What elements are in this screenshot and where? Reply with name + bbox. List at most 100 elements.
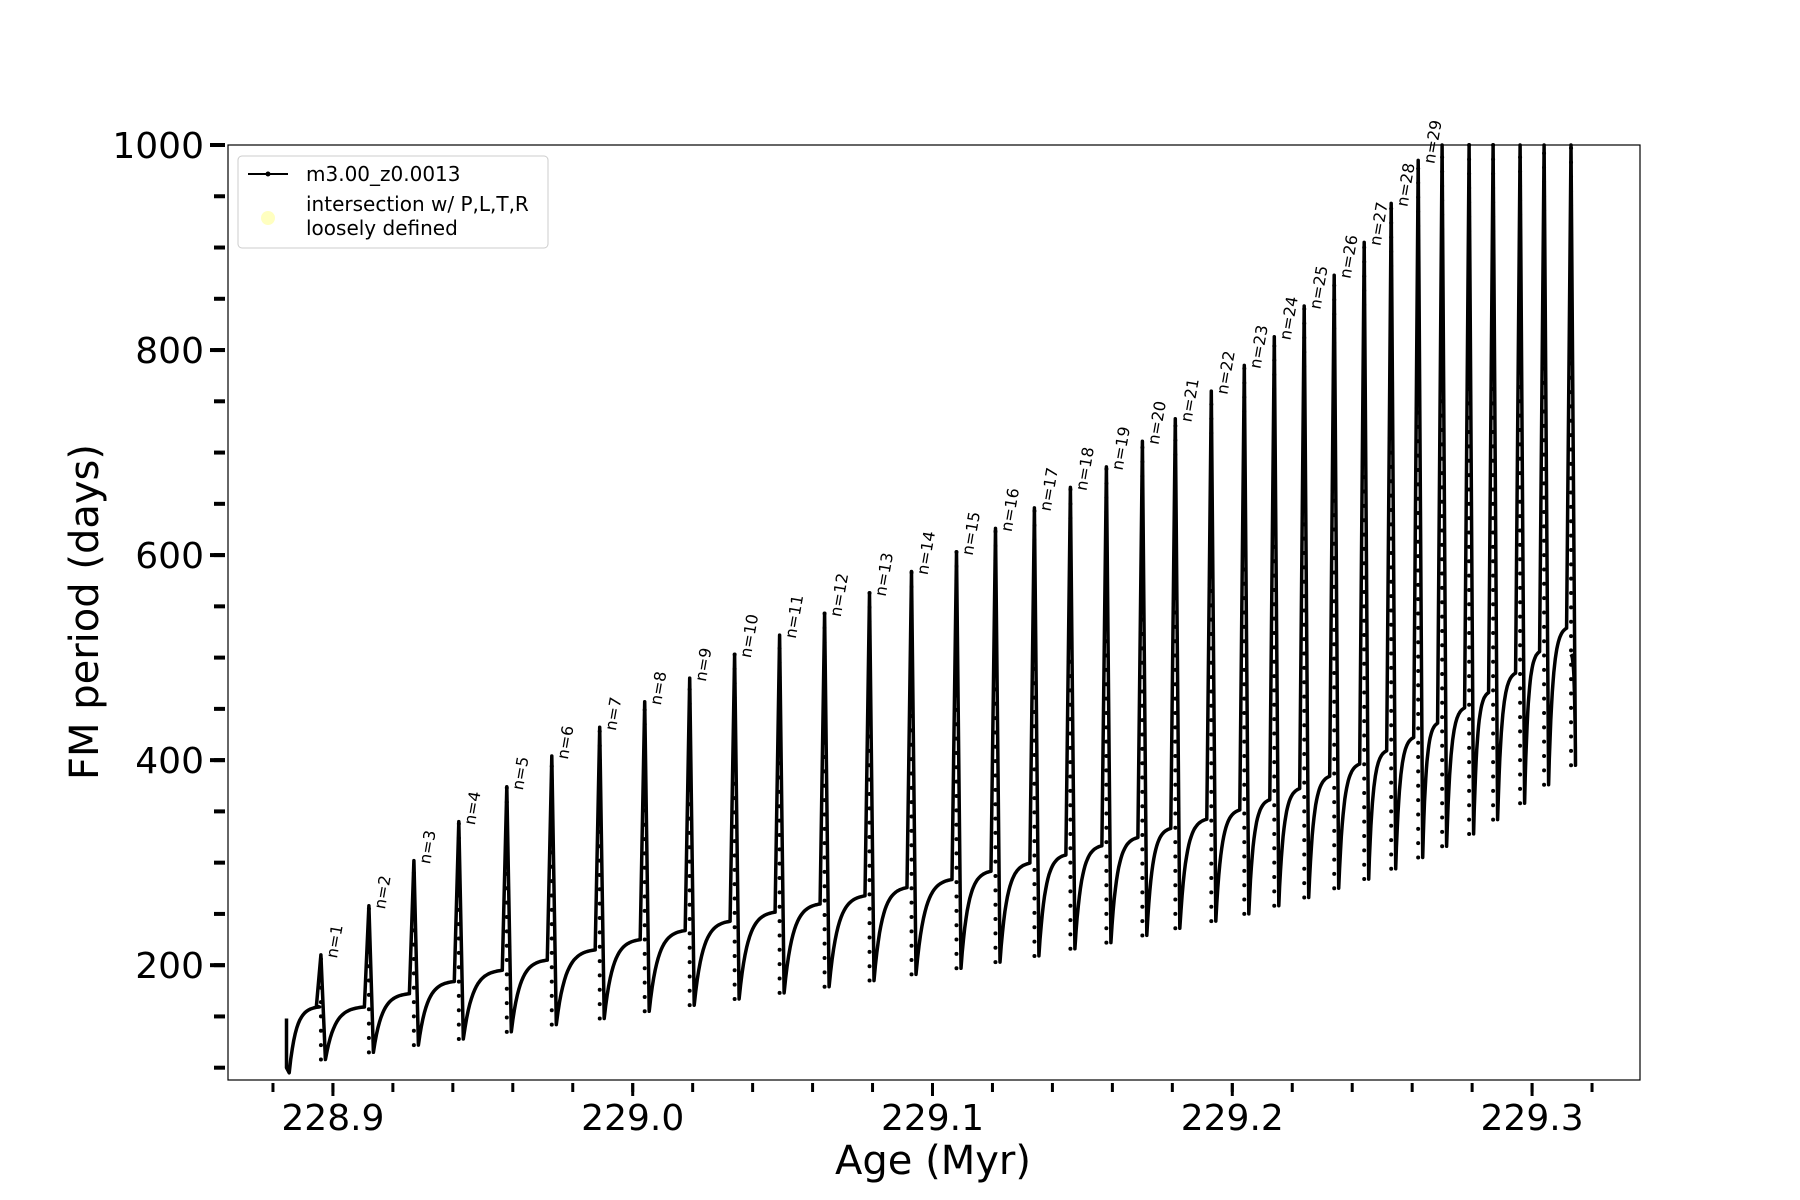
series-point: [1242, 840, 1247, 845]
y-tick-label: 400: [135, 741, 204, 782]
series-point: [1389, 665, 1394, 670]
series-point: [867, 705, 872, 710]
series-point: [1542, 553, 1547, 558]
series-point: [1467, 315, 1472, 320]
series-point: [1416, 367, 1421, 372]
series-point: [993, 586, 998, 591]
series-point: [1362, 475, 1367, 480]
series-point: [1542, 280, 1547, 285]
series-point: [1302, 895, 1307, 900]
series-point: [642, 994, 647, 999]
series-point: [1389, 220, 1394, 225]
series-point: [687, 845, 692, 850]
series-point: [687, 830, 692, 835]
series-point: [1416, 195, 1421, 200]
series-point: [1302, 393, 1307, 398]
series-point: [1362, 489, 1367, 494]
series-point: [1491, 157, 1496, 162]
series-point: [1440, 657, 1445, 662]
series-point: [1209, 919, 1214, 924]
series-point: [1518, 471, 1523, 476]
pulse-label: n=18: [1072, 446, 1098, 493]
series-point: [822, 898, 827, 903]
series-point: [642, 808, 647, 813]
series-point: [1302, 436, 1307, 441]
series-point: [1362, 790, 1367, 795]
series-point: [1440, 270, 1445, 275]
series-point: [1332, 326, 1337, 331]
series-point: [1518, 600, 1523, 605]
series-point: [954, 837, 959, 842]
series-point: [1416, 841, 1421, 846]
pulse-label: n=16: [997, 487, 1023, 534]
series-point: [1440, 241, 1445, 246]
series-point: [1416, 625, 1421, 630]
pulse-label: n=26: [1335, 233, 1361, 280]
series-point: [1416, 252, 1421, 257]
series-point: [456, 1008, 461, 1013]
series-point: [993, 615, 998, 620]
series-point: [1302, 565, 1307, 570]
series-point: [597, 930, 602, 935]
series-point: [411, 1043, 416, 1048]
series-point: [1542, 208, 1547, 213]
series-point: [1542, 782, 1547, 787]
series-point: [1389, 708, 1394, 713]
series-point: [1140, 789, 1145, 794]
series-point: [1140, 545, 1145, 550]
series-point: [993, 759, 998, 764]
series-point: [1440, 585, 1445, 590]
series-point: [318, 985, 323, 990]
series-point: [1362, 690, 1367, 695]
series-point: [1569, 160, 1574, 165]
series-point: [1068, 544, 1073, 549]
series-point: [909, 785, 914, 790]
series-point: [1362, 747, 1367, 752]
series-point: [1104, 524, 1109, 529]
series-point: [687, 902, 692, 907]
series-point: [1389, 450, 1394, 455]
series-point: [1104, 667, 1109, 672]
series-point: [1272, 487, 1277, 492]
series-point: [1362, 288, 1367, 293]
series-point: [1332, 871, 1337, 876]
series-point: [1173, 811, 1178, 816]
series-point: [822, 683, 827, 688]
series-point: [1389, 307, 1394, 312]
series-point: [1389, 551, 1394, 556]
series-point: [1140, 718, 1145, 723]
series-point: [1362, 762, 1367, 767]
series-point: [1173, 510, 1178, 515]
series-point: [1416, 496, 1421, 501]
series-point: [687, 988, 692, 993]
series-point: [1491, 272, 1496, 277]
series-point: [1104, 610, 1109, 615]
series-point: [1491, 186, 1496, 191]
series-point: [1140, 933, 1145, 938]
series-point: [687, 873, 692, 878]
series-point: [504, 843, 509, 848]
series-point: [1332, 312, 1337, 317]
series-point: [549, 993, 554, 998]
series-point: [1389, 206, 1394, 211]
series-point: [1068, 760, 1073, 765]
series-point: [1569, 217, 1574, 222]
series-point: [954, 966, 959, 971]
series-point: [1272, 731, 1277, 736]
series-point: [1104, 840, 1109, 845]
series-point: [1209, 689, 1214, 694]
pulse-label: n=23: [1246, 324, 1272, 371]
series-point: [1518, 585, 1523, 590]
series-point: [1389, 479, 1394, 484]
series-point: [909, 627, 914, 632]
series-point: [1032, 882, 1037, 887]
series-point: [1272, 415, 1277, 420]
pulse-label: n=2: [370, 874, 395, 911]
series-point: [909, 771, 914, 776]
series-point: [1302, 493, 1307, 498]
series-point: [1173, 524, 1178, 529]
series-point: [1416, 539, 1421, 544]
series-point: [1389, 407, 1394, 412]
series-point: [1209, 517, 1214, 522]
series-point: [1467, 300, 1472, 305]
